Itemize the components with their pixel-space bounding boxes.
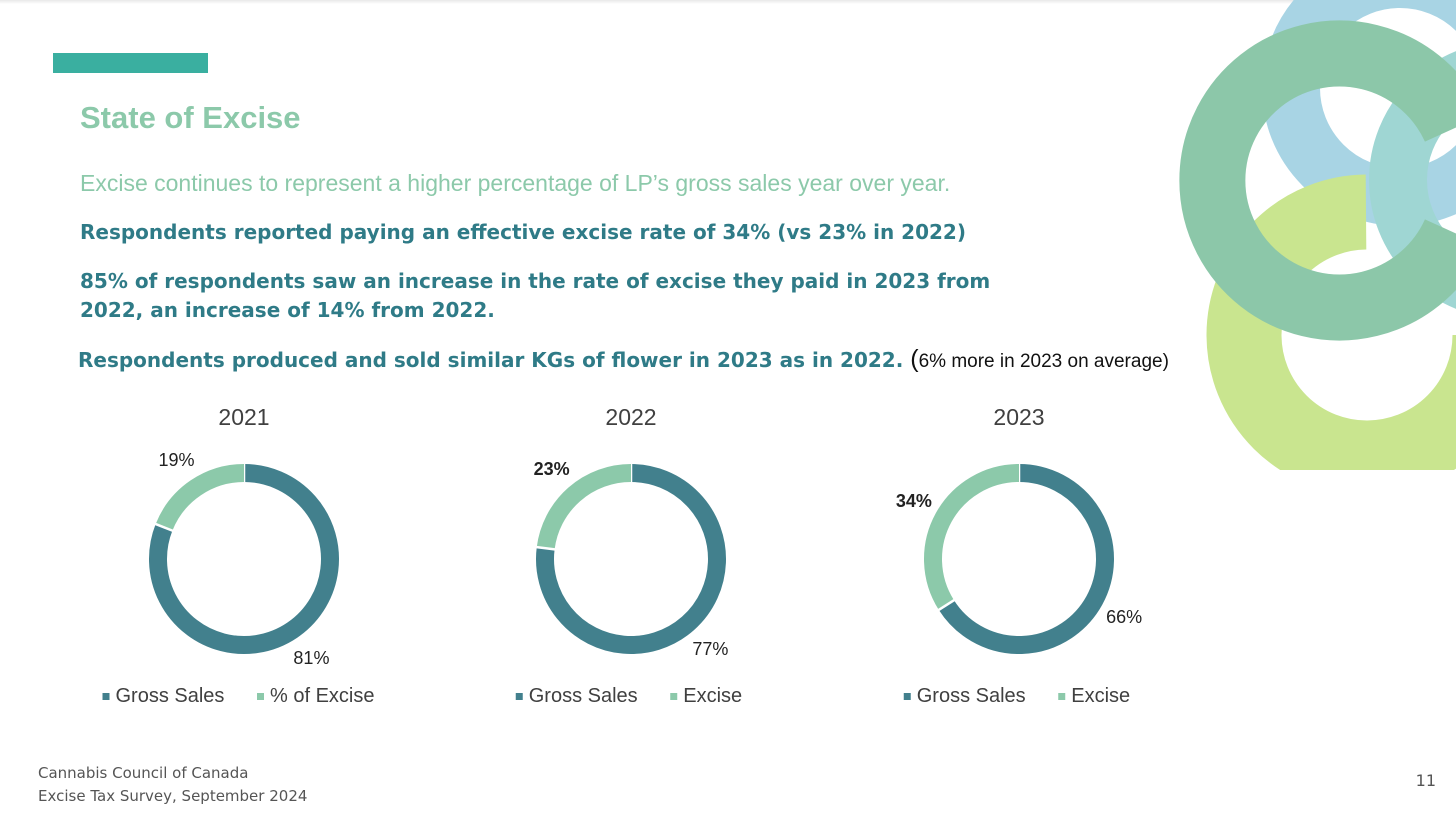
data-label: 66% xyxy=(1106,607,1142,627)
legend-label: Excise xyxy=(1071,685,1130,707)
legend-label: Excise xyxy=(683,685,742,707)
paren-open: ( xyxy=(910,345,919,373)
chart-title: 2021 xyxy=(218,404,269,430)
footer-organization: Cannabis Council of Canada xyxy=(38,764,249,782)
chart-title: 2022 xyxy=(605,404,656,430)
legend-label: % of Excise xyxy=(270,685,374,707)
donut-segment-of-excise xyxy=(155,464,245,531)
data-label: 23% xyxy=(534,459,570,479)
segment-separator xyxy=(154,522,174,533)
donut-svg-2022: 2022 77% 23% Gross Sales Excise xyxy=(515,404,742,707)
data-label: 19% xyxy=(159,450,195,470)
finding-rate-increase: 85% of respondents saw an increase in th… xyxy=(80,269,991,322)
logo-arc-lime xyxy=(1206,174,1456,470)
legend-label: Gross Sales xyxy=(917,685,1026,707)
page-number: 11 xyxy=(1415,771,1436,790)
cannabis-council-logo xyxy=(1179,0,1456,470)
legend-swatch xyxy=(670,693,678,700)
top-edge xyxy=(0,0,1456,4)
donut-svg-2023: 2023 66% 34% Gross Sales Excise xyxy=(896,404,1142,707)
footer-survey: Excise Tax Survey, September 2024 xyxy=(38,787,308,805)
chart-title: 2023 xyxy=(993,404,1044,430)
legend-swatch xyxy=(257,693,264,700)
segment-separator xyxy=(535,545,556,551)
donut-segment-gross-sales xyxy=(938,464,1114,654)
title-accent-bar xyxy=(53,53,208,73)
slide-title: State of Excise xyxy=(80,100,301,135)
donut-segment-gross-sales xyxy=(536,464,726,654)
donut-segment-gross-sales xyxy=(149,464,339,654)
logo-arc-green xyxy=(1179,20,1456,341)
legend-swatch xyxy=(903,693,911,700)
legend-swatch xyxy=(102,693,110,700)
donut-segment-excise xyxy=(536,464,632,550)
legend-swatch xyxy=(515,693,523,700)
donut-chart-2023: 2023 66% 34% Gross Sales Excise xyxy=(855,395,1185,725)
slide-footer: Cannabis Council of Canada Excise Tax Su… xyxy=(38,762,307,808)
finding-flower-note: 6% more in 2023 on average) xyxy=(918,351,1169,372)
finding-effective-rate: Respondents reported paying an effective… xyxy=(80,220,966,244)
legend-swatch xyxy=(1058,693,1066,700)
data-label: 34% xyxy=(896,491,932,511)
legend-label: Gross Sales xyxy=(529,685,638,707)
donut-chart-2021: 2021 81% 19% Gross Sales % of Excise xyxy=(80,395,410,725)
slide-subtitle: Excise continues to represent a higher p… xyxy=(80,170,951,196)
data-label: 77% xyxy=(692,639,728,659)
finding-flower-volume-text: Respondents produced and sold similar KG… xyxy=(78,348,904,372)
donut-chart-2022: 2022 77% 23% Gross Sales Excise xyxy=(467,395,797,725)
legend-label: Gross Sales xyxy=(116,685,225,707)
logo-ring-teal xyxy=(1369,51,1456,309)
segment-separator xyxy=(937,598,956,612)
data-label: 81% xyxy=(293,648,329,668)
donut-svg-2021: 2021 81% 19% Gross Sales % of Excise xyxy=(102,404,374,707)
donut-segment-excise xyxy=(924,464,1020,610)
finding-flower-volume: Respondents produced and sold similar KG… xyxy=(78,345,1169,376)
